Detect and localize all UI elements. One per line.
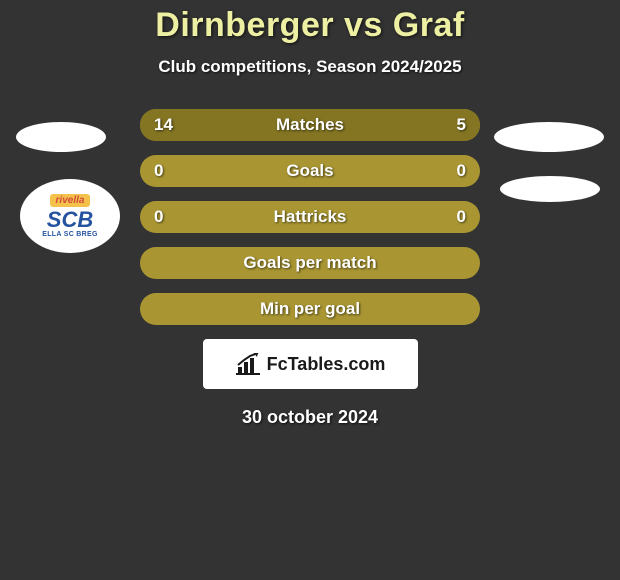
stat-value-left: 0 [154, 155, 163, 187]
player-photo-left [16, 122, 106, 152]
player-photo-right-1 [494, 122, 604, 152]
player-photo-right-2 [500, 176, 600, 202]
badge-subtext: ELLA SC BREG [42, 231, 97, 238]
bar-chart-icon [235, 353, 261, 375]
stat-row: Matches14 5 [140, 109, 480, 141]
stat-label: Goals [140, 155, 480, 187]
stats-container: Matches145Goals00Hattricks00Goals per ma… [140, 109, 480, 325]
stat-label: Goals per match [140, 247, 480, 279]
badge-initials: SCB [47, 209, 93, 231]
stat-value-right: 0 [457, 155, 466, 187]
stat-row: Hattricks0 0 [140, 201, 480, 233]
stat-label: Matches [140, 109, 480, 141]
stat-row: Goals0 0 [140, 155, 480, 187]
stat-row: Goals per match [140, 247, 480, 279]
page-title: Dirnberger vs Graf [0, 0, 620, 45]
stat-value-left: 14 [154, 109, 173, 141]
subtitle: Club competitions, Season 2024/2025 [0, 57, 620, 77]
stat-value-left: 0 [154, 201, 163, 233]
stat-value-right: 5 [457, 109, 466, 141]
stat-value-right: 0 [457, 201, 466, 233]
club-badge-scb: rivella SCB ELLA SC BREG [20, 179, 120, 253]
stat-row: Min per goal [140, 293, 480, 325]
branding-text: FcTables.com [267, 354, 386, 375]
stat-label: Hattricks [140, 201, 480, 233]
badge-sponsor: rivella [50, 194, 91, 207]
branding-box: FcTables.com [203, 339, 418, 389]
date-text: 30 october 2024 [0, 407, 620, 428]
stat-label: Min per goal [140, 293, 480, 325]
